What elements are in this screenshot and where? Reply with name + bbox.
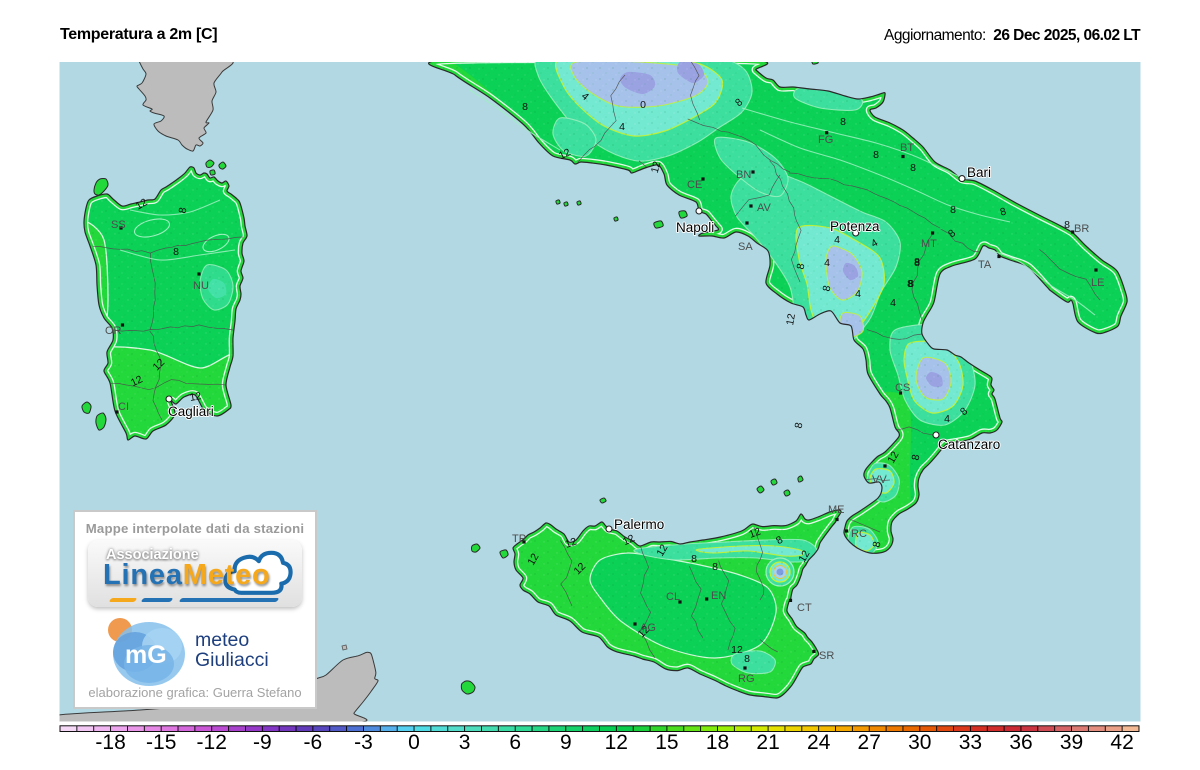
svg-text:-18: -18 <box>95 731 125 754</box>
svg-text:MT: MT <box>921 238 937 250</box>
svg-text:21: 21 <box>756 731 779 754</box>
svg-text:8: 8 <box>795 262 808 270</box>
svg-text:8: 8 <box>840 116 846 128</box>
svg-text:8: 8 <box>908 278 914 290</box>
svg-text:Palermo: Palermo <box>614 517 664 532</box>
svg-text:3: 3 <box>459 731 471 754</box>
svg-text:8: 8 <box>907 278 913 290</box>
svg-text:12: 12 <box>189 390 203 404</box>
svg-text:Aggiornamento: 26 Dec 2025, 0: Aggiornamento: 26 Dec 2025, 06.02 LT <box>884 27 1141 44</box>
svg-text:TP: TP <box>512 533 526 545</box>
svg-text:12: 12 <box>605 731 628 754</box>
svg-text:8: 8 <box>914 257 920 269</box>
svg-text:SR: SR <box>819 650 834 662</box>
svg-text:12: 12 <box>557 146 573 162</box>
svg-text:12: 12 <box>747 525 762 540</box>
svg-text:BT: BT <box>900 142 914 154</box>
svg-text:8: 8 <box>712 561 718 573</box>
svg-text:-9: -9 <box>253 731 272 754</box>
svg-text:TA: TA <box>978 259 992 271</box>
svg-text:8: 8 <box>744 653 750 665</box>
svg-text:Cagliari: Cagliari <box>168 404 214 419</box>
svg-text:8: 8 <box>910 453 923 461</box>
svg-text:8: 8 <box>691 553 697 565</box>
svg-text:CE: CE <box>687 179 702 191</box>
svg-text:Bari: Bari <box>967 165 991 180</box>
svg-text:-6: -6 <box>304 731 323 754</box>
svg-text:FG: FG <box>818 134 833 146</box>
svg-text:8: 8 <box>914 256 920 268</box>
svg-text:8: 8 <box>910 162 916 174</box>
svg-text:15: 15 <box>655 731 678 754</box>
svg-text:0: 0 <box>408 731 420 754</box>
svg-text:AV: AV <box>757 202 772 214</box>
svg-text:12: 12 <box>621 532 637 548</box>
svg-text:12: 12 <box>133 196 149 212</box>
svg-text:Napoli: Napoli <box>676 220 714 235</box>
svg-text:12: 12 <box>784 313 798 327</box>
svg-text:8: 8 <box>793 421 806 429</box>
svg-text:4: 4 <box>890 297 896 309</box>
svg-text:CT: CT <box>797 602 812 614</box>
svg-text:8: 8 <box>522 101 528 113</box>
svg-text:12: 12 <box>654 542 670 558</box>
svg-text:9: 9 <box>560 731 572 754</box>
svg-text:CI: CI <box>118 401 129 413</box>
svg-text:4: 4 <box>869 237 880 250</box>
svg-text:12: 12 <box>885 449 901 465</box>
svg-text:30: 30 <box>908 731 931 754</box>
svg-text:8: 8 <box>999 206 1008 219</box>
svg-text:NU: NU <box>193 280 209 292</box>
svg-text:4: 4 <box>619 121 625 133</box>
svg-text:Potenza: Potenza <box>830 219 880 234</box>
svg-text:36: 36 <box>1009 731 1032 754</box>
svg-text:8: 8 <box>950 204 956 216</box>
svg-text:Temperatura a 2m [C]: Temperatura a 2m [C] <box>60 26 217 43</box>
svg-text:BR: BR <box>1074 223 1089 235</box>
svg-text:ME: ME <box>828 504 845 516</box>
svg-text:CS: CS <box>895 382 910 394</box>
svg-text:12: 12 <box>796 548 812 564</box>
svg-text:-12: -12 <box>197 731 227 754</box>
svg-text:-3: -3 <box>354 731 373 754</box>
svg-text:6: 6 <box>509 731 521 754</box>
svg-text:8: 8 <box>821 284 834 292</box>
svg-text:LE: LE <box>1091 277 1104 289</box>
svg-text:OR: OR <box>105 325 122 337</box>
svg-text:8: 8 <box>177 206 190 214</box>
svg-text:RC: RC <box>851 528 867 540</box>
svg-text:8: 8 <box>873 149 879 161</box>
svg-text:BN: BN <box>736 169 751 181</box>
svg-text:mG: mG <box>125 641 167 669</box>
svg-text:42: 42 <box>1110 731 1133 754</box>
svg-text:4: 4 <box>944 413 950 425</box>
svg-text:24: 24 <box>807 731 831 754</box>
svg-text:CL: CL <box>666 591 680 603</box>
svg-text:39: 39 <box>1060 731 1083 754</box>
svg-text:AG: AG <box>640 622 656 634</box>
svg-text:0: 0 <box>640 99 646 111</box>
svg-text:EN: EN <box>711 590 726 602</box>
svg-text:-15: -15 <box>146 731 176 754</box>
svg-text:8: 8 <box>1064 219 1070 231</box>
svg-text:12: 12 <box>649 160 664 175</box>
svg-text:SS: SS <box>111 219 126 231</box>
svg-text:8: 8 <box>871 540 884 548</box>
svg-text:8: 8 <box>774 534 785 547</box>
svg-text:12: 12 <box>129 373 145 389</box>
svg-text:4: 4 <box>834 234 840 246</box>
svg-text:27: 27 <box>858 731 881 754</box>
svg-text:4: 4 <box>855 288 861 300</box>
svg-text:8: 8 <box>173 246 179 258</box>
svg-text:4: 4 <box>824 257 830 269</box>
svg-text:VV: VV <box>872 474 887 486</box>
svg-text:12: 12 <box>563 535 578 550</box>
svg-text:Catanzaro: Catanzaro <box>938 437 1000 452</box>
svg-text:RG: RG <box>738 673 755 685</box>
svg-text:33: 33 <box>959 731 982 754</box>
svg-text:SA: SA <box>738 241 753 253</box>
svg-text:18: 18 <box>706 731 729 754</box>
svg-text:12: 12 <box>731 644 743 656</box>
svg-text:12: 12 <box>525 551 541 567</box>
